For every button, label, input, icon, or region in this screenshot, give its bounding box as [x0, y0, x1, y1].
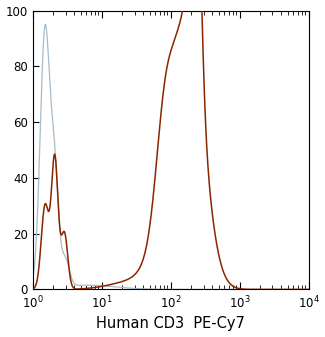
X-axis label: Human CD3  PE-Cy7: Human CD3 PE-Cy7	[96, 316, 245, 332]
